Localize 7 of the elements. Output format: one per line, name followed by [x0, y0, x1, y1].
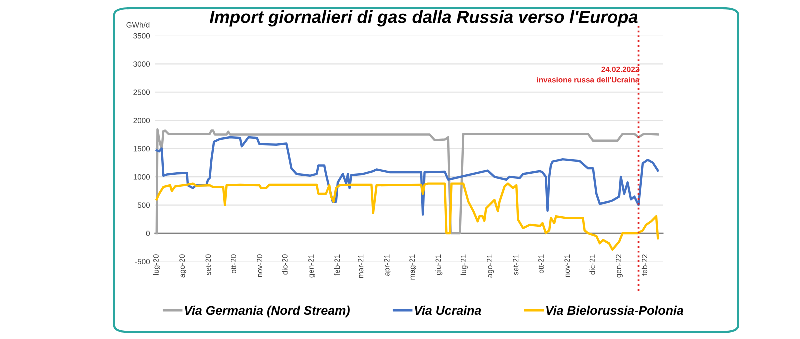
line-series — [156, 128, 660, 235]
legend-label: Via Germania (Nord Stream) — [185, 306, 350, 318]
line-series — [156, 136, 660, 216]
chart-title: Import giornalieri di gas dalla Russia verso l'Europa — [210, 10, 638, 27]
legend-label: Via Bielorussia-Polonia — [546, 306, 684, 316]
legend-label: Via Ucraina — [415, 306, 482, 316]
line-series — [156, 182, 660, 251]
